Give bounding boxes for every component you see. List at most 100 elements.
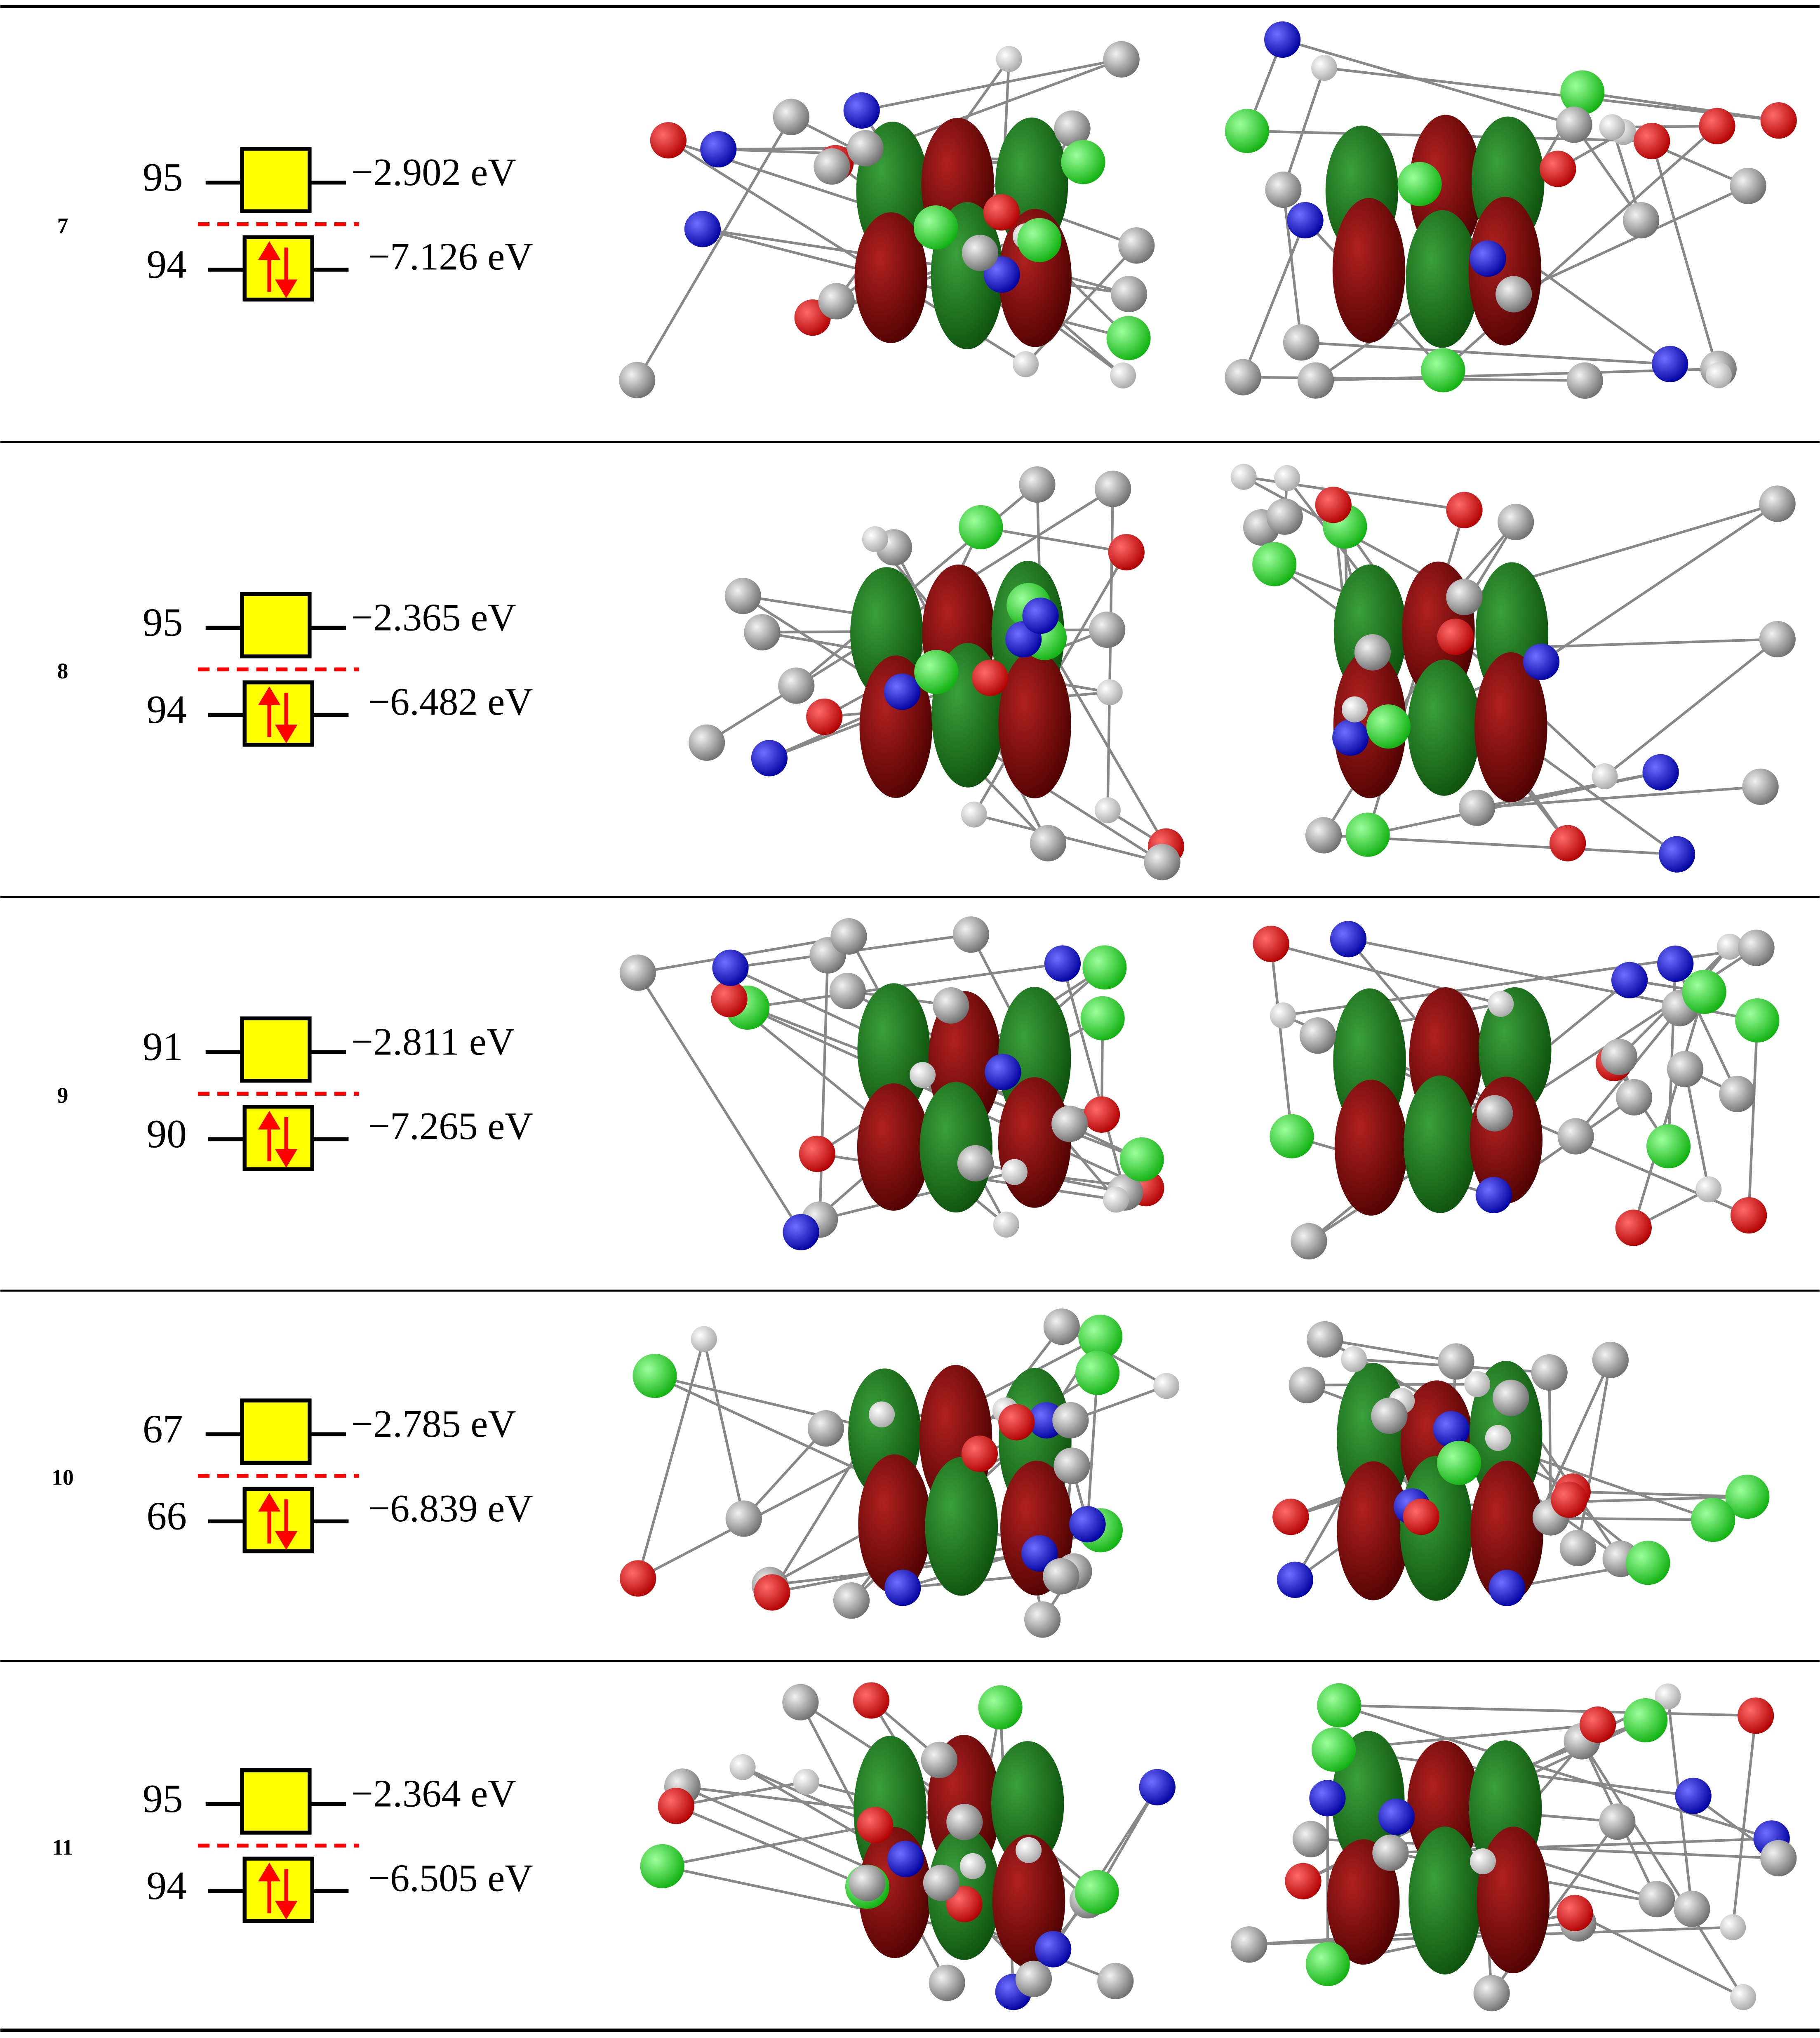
orbital-lobe — [1470, 1460, 1544, 1603]
atom — [1342, 696, 1368, 722]
atom — [914, 650, 959, 694]
atom — [1089, 611, 1126, 648]
atom — [1738, 1697, 1774, 1734]
atom — [1706, 362, 1732, 388]
atom — [1231, 1926, 1267, 1963]
lumo-box — [240, 147, 312, 213]
atom — [1305, 817, 1342, 854]
atom — [1299, 1017, 1336, 1054]
atom — [1103, 1186, 1129, 1213]
bond — [1106, 489, 1115, 810]
atom — [1017, 218, 1062, 262]
homo-index: 94 — [146, 687, 187, 732]
orbital-lobe — [857, 983, 930, 1117]
atom — [1230, 464, 1257, 490]
atom — [1270, 1002, 1296, 1028]
orbital-lobe — [1404, 1075, 1477, 1213]
atom — [1717, 934, 1743, 960]
spin-down-arrow — [275, 247, 298, 299]
atom — [799, 1135, 836, 1172]
atom — [711, 981, 748, 1017]
spin-up-arrow — [258, 686, 281, 737]
lumo-energy: −2.365 eV — [351, 596, 516, 639]
orbital-lobe — [857, 1083, 930, 1211]
atom — [1311, 54, 1338, 81]
atom — [1265, 171, 1302, 208]
atom — [1315, 487, 1352, 523]
atom — [1493, 1379, 1529, 1416]
atom — [1730, 167, 1766, 205]
atom — [1366, 704, 1411, 749]
homo-energy: −7.265 eV — [368, 1105, 533, 1148]
atom — [783, 1214, 819, 1250]
lumo-index: 95 — [143, 1777, 183, 1821]
spin-up-arrow — [258, 1493, 281, 1544]
atom — [1599, 114, 1625, 140]
atom — [829, 972, 866, 1010]
bond — [973, 813, 1163, 864]
atom — [619, 954, 656, 991]
atom — [1557, 1894, 1593, 1932]
atom — [1015, 1960, 1052, 1997]
atom — [1623, 1698, 1668, 1743]
atom — [724, 578, 761, 614]
atom — [933, 987, 969, 1024]
atom — [1332, 719, 1369, 756]
orbital-lobe — [1407, 659, 1481, 796]
atom — [691, 1326, 717, 1352]
bond — [675, 1805, 868, 1888]
lumo-index: 67 — [143, 1407, 183, 1451]
atom — [744, 614, 781, 651]
atom — [1266, 498, 1303, 535]
atom — [1252, 542, 1297, 586]
atom — [993, 1211, 1019, 1238]
atom — [1061, 140, 1105, 184]
bond — [637, 972, 802, 1233]
orbital-lobe — [1409, 1826, 1481, 1974]
atom — [887, 1840, 924, 1877]
atom — [996, 46, 1022, 72]
atom — [1283, 324, 1320, 361]
atom — [1566, 362, 1603, 399]
atom — [700, 131, 737, 168]
atom — [1371, 1398, 1408, 1434]
atom — [1735, 998, 1780, 1043]
lumo-energy: −2.902 eV — [351, 151, 516, 194]
atom — [1016, 1837, 1042, 1863]
atom — [1730, 1984, 1757, 2010]
atom — [1725, 1474, 1770, 1519]
orbital-lobe — [1332, 198, 1406, 343]
atom — [1080, 996, 1125, 1040]
atom — [1354, 634, 1391, 671]
atom — [1611, 962, 1648, 998]
homo-orbital-image — [1253, 921, 1780, 1260]
spin-down-arrow — [275, 692, 298, 744]
lumo-orbital-image — [619, 916, 1164, 1250]
atom — [849, 1865, 886, 1902]
atom — [1317, 1683, 1361, 1727]
bond — [1338, 1704, 1772, 1840]
atom — [1110, 362, 1136, 388]
atom — [1291, 1223, 1327, 1260]
bond — [1326, 1798, 1329, 1964]
atom — [1592, 1341, 1629, 1378]
homo-index: 90 — [146, 1112, 187, 1156]
atom — [1560, 70, 1605, 115]
bond — [636, 116, 792, 381]
atom — [1264, 21, 1301, 58]
atom — [620, 1560, 656, 1597]
atom — [1695, 1176, 1722, 1203]
atom — [1043, 1558, 1079, 1595]
atom — [884, 1570, 921, 1606]
atom — [1446, 579, 1483, 615]
atom — [1658, 836, 1695, 873]
atom — [1052, 1402, 1089, 1439]
atom — [1307, 1321, 1343, 1358]
bond — [1731, 1715, 1757, 1927]
homo-index: 94 — [146, 1864, 187, 1908]
lumo-energy: −2.811 eV — [351, 1020, 515, 1063]
atom — [1667, 1051, 1704, 1087]
atom — [818, 283, 855, 320]
atom — [1305, 1942, 1350, 1986]
atom — [1019, 466, 1056, 503]
